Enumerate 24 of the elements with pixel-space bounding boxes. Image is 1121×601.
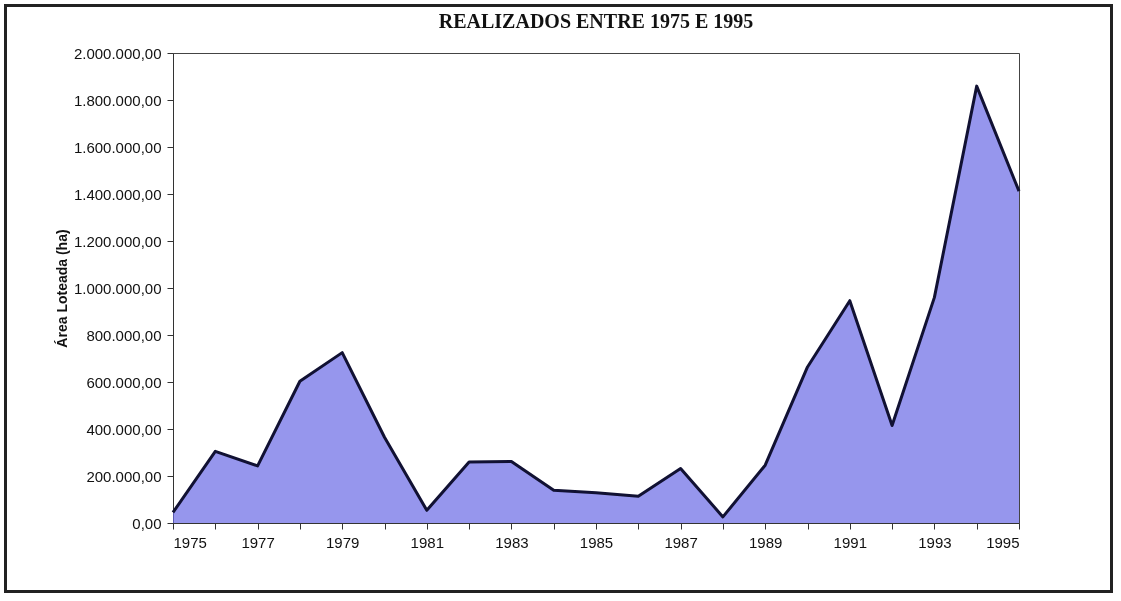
x-tick-label: 1991 [833, 533, 867, 551]
x-tick-label: 1995 [986, 533, 1020, 551]
y-tick-label: 0,00 [132, 514, 162, 532]
x-tick-label: 1993 [918, 533, 952, 551]
y-tick-label: 400.000,00 [86, 420, 162, 438]
x-tick-label: 1987 [664, 533, 698, 551]
x-tick-label: 1989 [749, 533, 783, 551]
y-tick-label: 1.600.000,00 [73, 138, 162, 156]
y-tick-label: 1.200.000,00 [73, 232, 162, 250]
x-tick-label: 1981 [410, 533, 444, 551]
x-tick-label: 1979 [326, 533, 360, 551]
y-tick-label: 800.000,00 [86, 326, 162, 344]
y-tick-label: 1.800.000,00 [73, 91, 162, 109]
y-tick-label: 600.000,00 [86, 373, 162, 391]
y-axis-title: Área Loteada (ha) [53, 229, 70, 348]
y-tick-label: 2.000.000,00 [73, 44, 162, 62]
x-tick-label: 1975 [173, 533, 207, 551]
y-tick-label: 200.000,00 [86, 467, 162, 485]
x-tick-label: 1977 [241, 533, 275, 551]
y-tick-label: 1.000.000,00 [73, 279, 162, 297]
chart-title: REALIZADOS ENTRE 1975 E 1995 [438, 10, 754, 32]
y-tick-label: 1.400.000,00 [73, 185, 162, 203]
x-tick-label: 1983 [495, 533, 529, 551]
x-tick-label: 1985 [579, 533, 614, 551]
